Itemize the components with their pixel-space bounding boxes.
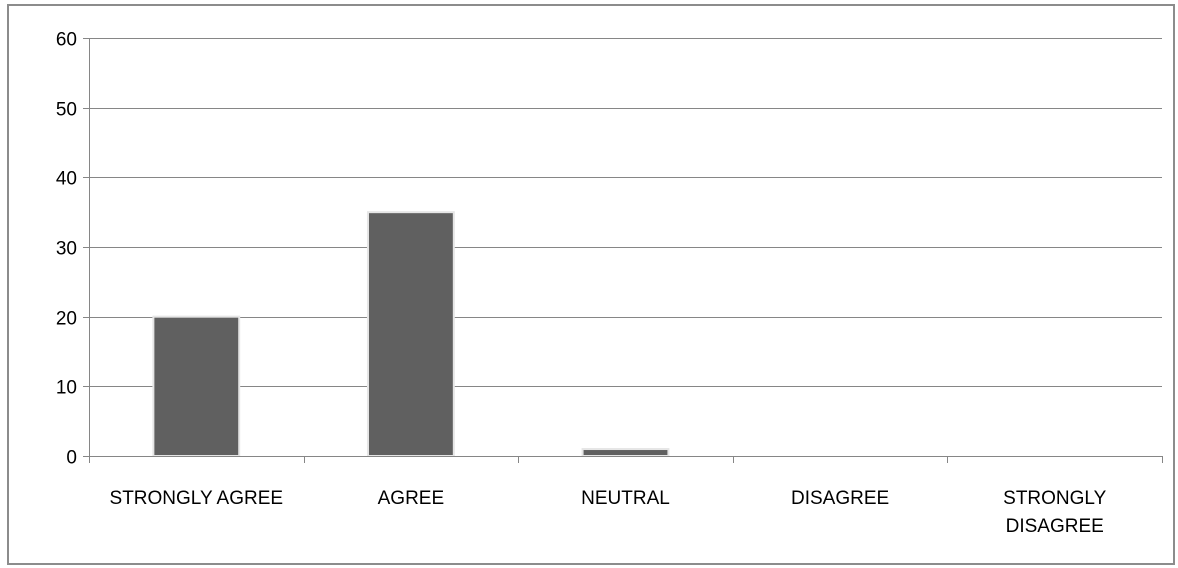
x-category-label-2-0: NEUTRAL xyxy=(581,488,670,509)
x-category-label-0-0: STRONGLY AGREE xyxy=(110,488,284,509)
x-category-label-1-0: AGREE xyxy=(378,488,445,509)
y-tick-label-40: 40 xyxy=(56,169,77,190)
bars xyxy=(152,211,670,457)
y-tick-label-60: 60 xyxy=(56,30,77,51)
axes xyxy=(83,38,1163,463)
gridlines xyxy=(89,38,1162,387)
x-category-label-4-0: STRONGLY xyxy=(1003,488,1106,509)
y-tick-labels: 0 10 20 30 40 50 60 xyxy=(56,30,77,469)
y-tick-label-50: 50 xyxy=(56,100,77,121)
bar-0 xyxy=(152,315,241,457)
y-tick-label-10: 10 xyxy=(56,378,77,399)
bar-1 xyxy=(366,211,455,457)
x-category-label-4-1: DISAGREE xyxy=(1006,516,1104,537)
y-tick-label-20: 20 xyxy=(56,309,77,330)
y-tick-label-0: 0 xyxy=(66,448,77,469)
y-tick-label-30: 30 xyxy=(56,239,77,260)
chart-frame xyxy=(7,4,1175,565)
x-category-label-3-0: DISAGREE xyxy=(791,488,889,509)
bar-2 xyxy=(581,448,670,457)
x-category-labels: STRONGLY AGREE AGREE NEUTRAL DISAGREE STRONG… xyxy=(110,488,1107,537)
